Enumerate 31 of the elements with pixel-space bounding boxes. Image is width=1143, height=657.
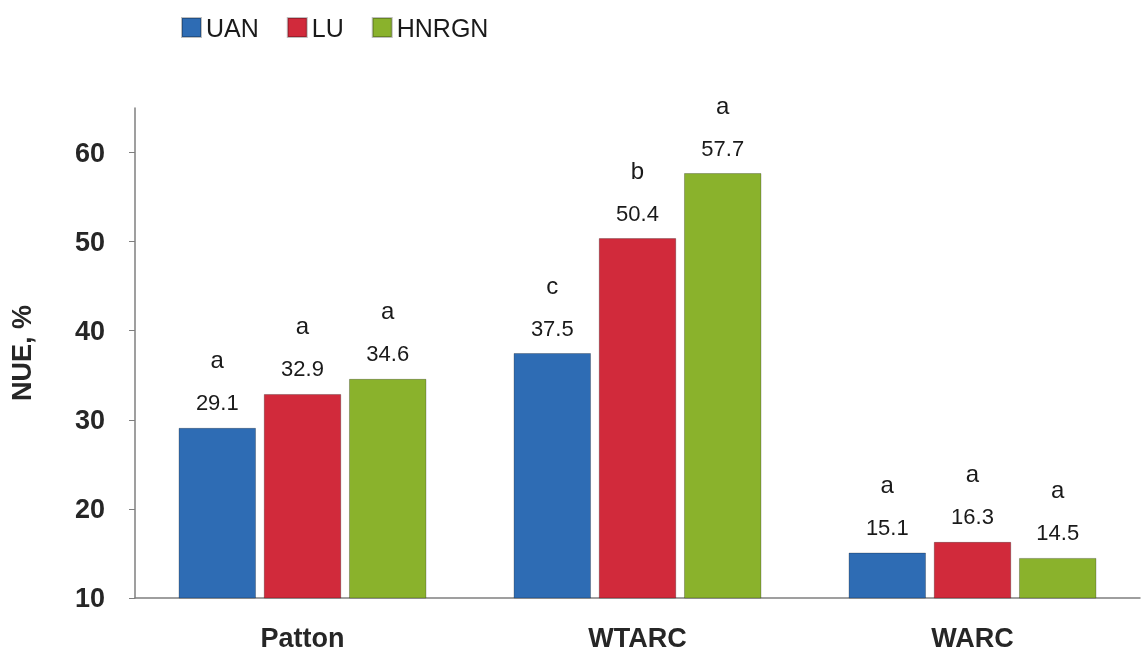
- data-label: 14.5: [1036, 520, 1080, 546]
- data-label: 15.1: [865, 515, 909, 541]
- data-label: 32.9: [281, 356, 324, 382]
- annotation: a: [210, 346, 225, 374]
- y-tick-label: 40: [74, 315, 105, 346]
- y-tick-label: 50: [74, 226, 105, 257]
- annotation: a: [295, 312, 310, 340]
- data-label: 37.5: [530, 315, 574, 341]
- annotation: a: [716, 91, 731, 119]
- annotation: a: [880, 471, 895, 499]
- legend-label: LU: [311, 13, 344, 42]
- annotation: b: [630, 156, 645, 184]
- data-label: 29.1: [195, 390, 239, 416]
- annotation: a: [965, 460, 980, 488]
- y-tick-label: 30: [74, 404, 105, 435]
- data-label: 34.6: [366, 341, 410, 367]
- x-tick-label: WTARC: [588, 622, 687, 653]
- x-tick-label: WARC: [931, 622, 1014, 653]
- annotation: a: [1051, 476, 1066, 504]
- y-tick-label: 10: [74, 583, 105, 613]
- data-label: 50.4: [616, 200, 659, 226]
- y-axis-title: NUE, %: [6, 304, 37, 402]
- data-label: 16.3: [951, 504, 994, 530]
- y-tick-label: 20: [74, 493, 105, 524]
- annotation: c: [546, 271, 559, 299]
- y-tick-label: 60: [74, 137, 105, 168]
- legend-label: HNRGN: [396, 13, 489, 42]
- annotation: a: [381, 297, 396, 325]
- legend-label: UAN: [206, 13, 259, 42]
- data-label: 57.7: [701, 135, 745, 161]
- x-tick-label: Patton: [260, 622, 345, 653]
